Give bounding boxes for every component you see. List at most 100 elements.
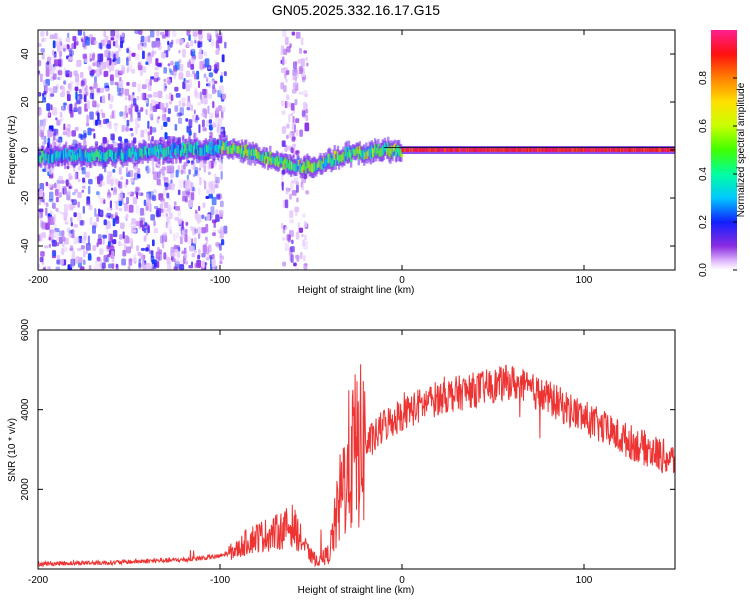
spectrogram-speckle bbox=[122, 231, 125, 239]
spectrogram-speckle bbox=[46, 30, 49, 37]
spectrogram-speckle bbox=[150, 250, 154, 258]
spectrogram-speckle bbox=[81, 237, 87, 244]
spectrogram-speckle bbox=[167, 43, 171, 52]
spectrogram-speckle bbox=[104, 39, 107, 48]
spectrogram-speckle bbox=[73, 40, 77, 49]
spectrogram-speckle bbox=[182, 164, 186, 170]
spectrogram-speckle bbox=[141, 84, 147, 90]
spectrogram-speckle bbox=[282, 30, 287, 38]
spectrogram-speckle bbox=[55, 117, 58, 121]
spectrogram-speckle bbox=[133, 172, 138, 181]
chart-title: GN05.2025.332.16.17.G15 bbox=[272, 2, 440, 18]
spectrogram-speckle bbox=[113, 186, 117, 193]
spectrogram-speckle bbox=[58, 230, 62, 237]
spectrogram-speckle bbox=[97, 112, 100, 121]
spectrogram-speckle bbox=[294, 99, 298, 106]
spectrogram-speckle bbox=[206, 214, 211, 221]
y-tick-label: 6000 bbox=[20, 318, 31, 341]
spectrogram-speckle bbox=[145, 99, 148, 104]
colorbar: 0.0 0.2 0.4 0.6 0.8 Normalized spectral ampl… bbox=[698, 30, 747, 277]
spectrogram-speckle bbox=[191, 253, 196, 258]
spectrogram-speckle bbox=[40, 48, 45, 53]
spectrogram-speckle bbox=[83, 94, 87, 103]
spectrogram-speckle bbox=[215, 107, 219, 114]
spectrogram-speckle bbox=[57, 37, 63, 44]
spectrogram-speckle bbox=[140, 247, 146, 252]
spectrogram-speckle bbox=[117, 92, 122, 96]
spectrogram-speckle bbox=[106, 59, 110, 69]
spectrogram-speckle bbox=[213, 161, 217, 167]
spectrogram-speckle bbox=[66, 128, 71, 137]
spectrogram-speckle bbox=[118, 181, 123, 189]
spectrogram-speckle bbox=[167, 207, 171, 213]
spectrogram-speckle bbox=[61, 86, 66, 95]
spectrogram-speckle bbox=[179, 264, 185, 270]
spectrogram-speckle bbox=[301, 234, 304, 238]
spectrogram-speckle bbox=[291, 137, 296, 142]
spectrogram-speckle bbox=[160, 125, 163, 131]
spectrogram-speckle bbox=[111, 96, 114, 102]
spectrogram-speckle bbox=[280, 82, 284, 90]
spectrogram-speckle bbox=[49, 34, 55, 40]
spectrogram-speckle bbox=[202, 202, 206, 208]
spectrogram-speckle bbox=[109, 200, 113, 209]
spectrogram-speckle bbox=[147, 35, 151, 43]
spectrogram-speckle bbox=[58, 59, 62, 65]
spectrogram-speckle bbox=[115, 178, 119, 186]
spectrogram-speckle bbox=[108, 66, 112, 73]
spectrogram-speckle bbox=[219, 230, 224, 239]
spectrogram-speckle bbox=[163, 78, 166, 83]
spectrogram-speckle bbox=[291, 189, 297, 196]
spectrogram-speckle bbox=[88, 66, 92, 71]
spectrogram-speckle bbox=[78, 106, 82, 115]
spectrogram-speckle bbox=[63, 123, 66, 130]
spectrogram-speckle bbox=[283, 147, 289, 152]
spectrogram-speckle bbox=[112, 168, 116, 173]
spectrogram-speckle bbox=[175, 169, 179, 178]
spectrogram-speckle bbox=[291, 88, 297, 94]
spectrogram-speckle bbox=[294, 177, 299, 182]
spectrogram-speckle bbox=[96, 88, 101, 93]
spectrogram-speckle bbox=[153, 189, 157, 194]
spectrogram-speckle bbox=[93, 40, 98, 45]
spectrogram-speckle bbox=[121, 125, 125, 133]
spectrogram-speckle bbox=[96, 60, 101, 68]
spectrogram-speckle bbox=[82, 53, 87, 59]
spectrogram-speckle bbox=[153, 128, 157, 133]
spectrogram-speckle bbox=[208, 80, 212, 89]
y-tick-label: -20 bbox=[20, 190, 31, 205]
spectrogram-speckle bbox=[151, 195, 157, 201]
spectrogram-speckle bbox=[176, 251, 181, 259]
spectrogram-speckle bbox=[103, 255, 108, 263]
colorbar-tick-label: 0.4 bbox=[698, 167, 709, 181]
colorbar-tick-label: 0.6 bbox=[698, 119, 709, 133]
spectrogram-speckle bbox=[281, 110, 286, 115]
spectrogram-speckle bbox=[90, 40, 93, 45]
spectrogram-speckle bbox=[281, 181, 284, 191]
spectrogram-speckle bbox=[38, 143, 41, 147]
spectrogram-speckle bbox=[75, 71, 78, 78]
spectrogram-speckle bbox=[197, 42, 203, 48]
spectrogram-speckle bbox=[203, 73, 207, 79]
spectrogram-speckle bbox=[187, 95, 190, 102]
spectrogram-speckle bbox=[201, 214, 205, 220]
spectrogram-speckle bbox=[218, 105, 223, 112]
spectrogram-speckle bbox=[301, 183, 305, 191]
spectrogram-speckle bbox=[82, 185, 86, 189]
spectrogram-speckle bbox=[291, 143, 296, 148]
spectrogram-speckle bbox=[166, 192, 170, 199]
spectrogram-speckle bbox=[43, 85, 48, 94]
snr-panel: -200 -100 0 100 2000 4000 6000 Height of stra… bbox=[7, 318, 676, 596]
spectrogram-speckle bbox=[96, 119, 102, 125]
spectrogram-speckle bbox=[85, 122, 90, 127]
spectrogram-speckle bbox=[47, 129, 52, 138]
spectrogram-speckle bbox=[40, 220, 44, 228]
spectrogram-speckle bbox=[127, 265, 131, 270]
spectrogram-speckle bbox=[187, 236, 192, 245]
y-tick-label: 4000 bbox=[20, 398, 31, 421]
spectrogram-speckle bbox=[286, 46, 291, 53]
spectrogram-speckle bbox=[174, 86, 179, 92]
spectrogram-speckle bbox=[199, 48, 203, 55]
spectrogram-speckle bbox=[110, 178, 114, 187]
